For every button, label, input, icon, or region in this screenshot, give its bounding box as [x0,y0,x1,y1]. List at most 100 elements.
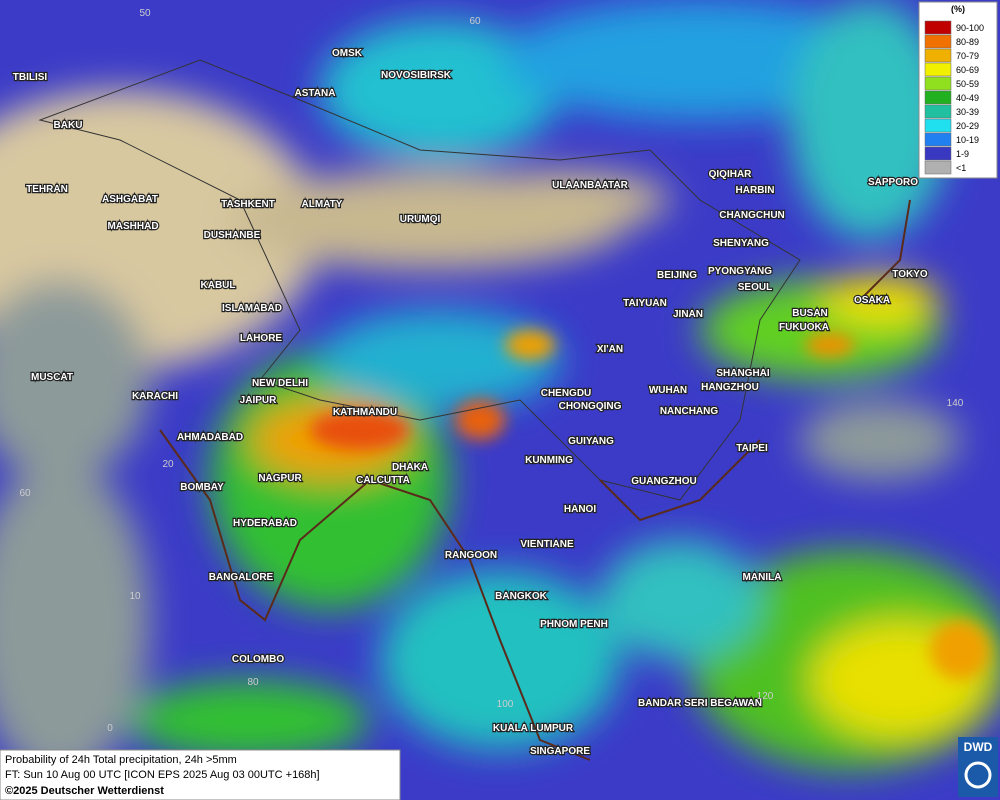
city-label: CALCUTTA [356,475,410,486]
legend-title: (%) [951,4,965,14]
city-label: MANILA [743,572,782,583]
city-label: NAGPUR [258,473,302,484]
city-label: HANGZHOU [701,382,759,393]
city-labels: TBILISI BAKU TEHRAN ASHGABAT MASHHAD OMSK NOVO… [12,47,930,758]
city-label: PHNOM PENH [540,619,608,630]
city-label: DHAKA [392,462,428,473]
legend-swatch [924,48,952,63]
grid-label: 100 [497,699,514,710]
city-label: DUSHANBE [204,230,261,241]
city-label: XI'AN [597,344,623,355]
legend-label: 80-89 [956,37,979,47]
logo: DWD [958,737,998,797]
legend-items: 90-100 80-89 70-79 60-69 50-59 40-49 30-39 20-2… [924,20,984,175]
grid-label: 0 [107,723,113,734]
city-label: BOMBAY [180,482,224,493]
city-label: SHENYANG [713,238,769,249]
borders [38,59,801,501]
city-label: MASHHAD [107,221,158,232]
city-label: BANDAR SERI BEGAWAN [638,698,762,709]
footer: Probability of 24h Total precipitation, … [0,749,401,800]
legend-swatch [924,34,952,49]
grid-label: 80 [247,677,259,688]
city-label: KARACHI [132,391,178,402]
city-label: OSAKA [854,295,890,306]
legend-label: 10-19 [956,135,979,145]
footer-line: FT: Sun 10 Aug 00 UTC [ICON EPS 2025 Aug… [5,769,320,781]
legend-swatch [924,62,952,77]
grid-label: 60 [19,488,31,499]
legend-swatch [924,76,952,91]
city-label: KUALA LUMPUR [493,723,574,734]
city-label: SEOUL [738,282,772,293]
city-label: ASHGABAT [102,194,158,205]
legend: (%) 90-100 80-89 70-79 60-69 50-59 40-49 30-39… [918,1,998,179]
legend-swatch [924,104,952,119]
city-label: BEIJING [657,270,697,281]
legend-swatch [924,20,952,35]
legend-label: 20-29 [956,121,979,131]
city-label: PYONGYANG [708,266,772,277]
footer-box [0,749,401,800]
city-label: NOVOSIBIRSK [381,70,452,81]
city-label: ALMATY [302,199,343,210]
legend-swatch [924,146,952,161]
city-label: LAHORE [240,333,283,344]
city-label: GUIYANG [568,436,614,447]
legend-label: 1-9 [956,149,969,159]
legend-label: <1 [956,163,966,173]
city-label: TEHRAN [26,184,68,195]
grid-label: 60 [469,16,481,27]
city-label: BANGALORE [209,572,274,583]
city-label: KUNMING [525,455,573,466]
legend-label: 90-100 [956,23,984,33]
precipitation-detail [310,330,990,680]
coastlines [159,199,911,761]
grid-label: 10 [129,591,141,602]
city-label: CHANGCHUN [719,210,785,221]
city-label: ASTANA [295,88,336,99]
city-label: TASHKENT [221,199,275,210]
city-label: GUANGZHOU [631,476,697,487]
grid-label: 50 [139,8,151,19]
city-label: TBILISI [13,72,48,83]
grid-label: 20 [162,459,174,470]
legend-label: 70-79 [956,51,979,61]
city-label: WUHAN [649,385,687,396]
legend-label: 30-39 [956,107,979,117]
city-label: FUKUOKA [779,322,829,333]
legend-label: 40-49 [956,93,979,103]
city-label: BAKU [54,120,83,131]
legend-swatch [924,90,952,105]
logo-icon [964,761,992,789]
city-label: CHONGQING [559,401,622,412]
grid-label: 140 [947,398,964,409]
city-label: ULAANBAATAR [552,180,629,191]
grid-labels: 50 60 140 20 60 10 80 0 100 120 [19,8,963,734]
city-label: RANGOON [445,550,497,561]
city-label: HARBIN [736,185,775,196]
legend-swatch [924,132,952,147]
city-label: SINGAPORE [530,746,590,757]
logo-text: DWD [964,740,993,754]
city-label: BUSAN [792,308,828,319]
city-label: CHENGDU [541,388,592,399]
city-label: TAIYUAN [623,298,667,309]
city-label: SHANGHAI [716,368,770,379]
city-label: TAIPEI [736,443,768,454]
legend-label: 60-69 [956,65,979,75]
city-label: HANOI [564,504,596,515]
legend-swatch [924,118,952,133]
legend-label: 50-59 [956,79,979,89]
city-label: ISLAMABAD [222,303,282,314]
footer-line: ©2025 Deutscher Wetterdienst [5,785,164,797]
city-label: JAIPUR [240,395,277,406]
city-label: URUMQI [400,214,441,225]
city-label: KATHMANDU [333,407,397,418]
city-label: BANGKOK [495,591,547,602]
city-label: HYDERABAD [233,518,297,529]
city-label: NANCHANG [660,406,719,417]
city-label: TOKYO [892,269,928,280]
precipitation-field [0,0,1000,780]
